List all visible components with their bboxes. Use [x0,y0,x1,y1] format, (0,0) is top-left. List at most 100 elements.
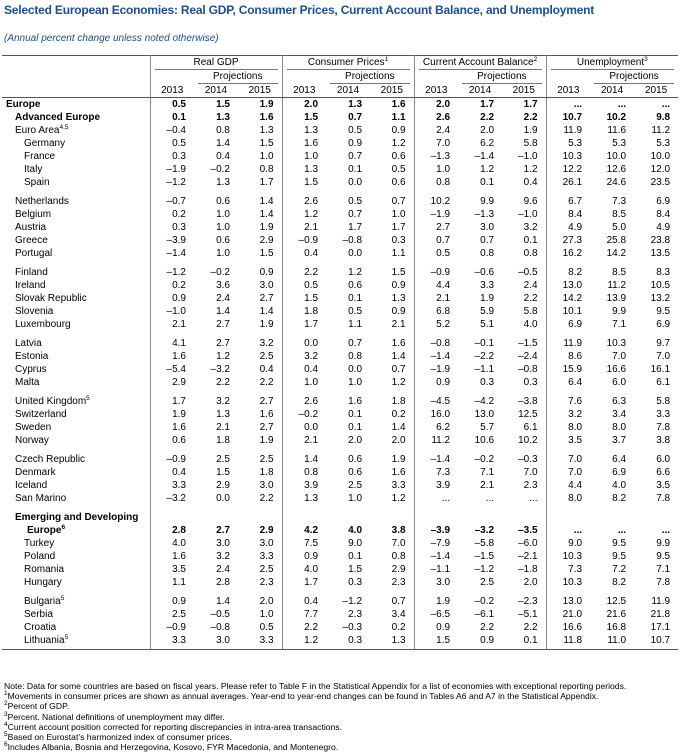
value-cell: 2.9 [259,235,274,246]
value-cell: 2.7 [259,293,274,304]
value-cell: –1.9 [413,208,459,221]
value-cell: 3.2 [545,408,591,421]
value-cell: 23.8 [650,235,671,246]
row-label-text: Sweden [15,422,52,433]
row-label: Luxembourg [2,318,150,331]
row-label-text: Greece [15,235,48,246]
value-cell: 9.5 [612,538,627,549]
value-cell: –0.9 [149,621,194,634]
value-cell: 7.0 [545,447,591,466]
value-cell: 11.6 [607,125,627,136]
group-title-box: Real GDP [154,56,278,70]
value-cell: 4.0 [149,537,194,550]
row-label: Hungary [2,576,150,589]
value-cell: 1.9 [149,408,194,421]
value-cell: 6.0 [656,454,671,465]
footnote-mark: 5 [4,731,8,739]
value-cell: ... [529,493,538,504]
group-title: Consumer Prices [307,57,385,68]
value-cell: 1.1 [149,576,194,589]
value-cell: 0.3 [326,634,371,650]
group-title-box: Current Account Balance2 [418,56,542,70]
table-row: Cyprus –5.4 –3.2 0.4 0.4 0.0 0.7 –1.9 –1.1 –0.8 15… [2,363,678,376]
table-row: Austria 0.3 1.0 1.9 2.1 1.7 1.7 2.7 3.0 3.2 4.9 5.0… [2,221,678,234]
group-title: Current Account Balance [422,57,534,68]
value-cell: 3.0 [259,480,274,491]
table-row: Bulgaria5 0.9 1.4 2.0 0.4 –1.2 0.7 1.9 –0.2 –2.3 1… [2,589,678,608]
value-cell: 10.2 [518,435,538,446]
value-cell: 6.0 [612,377,627,388]
value-cell: 0.9 [391,306,406,317]
row-label: Denmark [2,466,150,479]
value-cell: 14.2 [545,292,591,305]
value-cell: 5.8 [523,306,538,317]
table-row: Europe 0.5 1.5 1.9 2.0 1.3 1.6 2.0 1.7 1.7.......… [2,97,678,111]
value-cell: 1.9 [391,454,406,465]
value-cell: 3.0 [259,538,274,549]
value-cell: 2.0 [480,125,495,136]
table-row: San Marino –3.2 0.0 2.2 1.3 1.0 1.2......... 8.… [2,492,678,505]
value-cell: 1.3 [348,99,363,110]
row-label: Estonia [2,350,150,363]
value-cell: 0.5 [348,306,363,317]
row-label-text: Romania [24,564,65,575]
value-cell: 2.1 [281,221,327,234]
value-cell: –3.2 [474,525,495,536]
value-cell: 0.8 [523,248,538,259]
value-cell: ... [545,97,591,111]
value-cell: 1.3 [281,163,327,176]
corner-cell [2,56,150,71]
value-cell: 8.5 [612,267,627,278]
value-cell: 1.3 [391,293,406,304]
projections-label: Projections [330,70,410,84]
row-label: Emerging and Developing Europe6 [2,505,150,537]
value-cell: 9.5 [656,306,671,317]
table-row: Netherlands –0.7 0.6 1.4 2.6 0.5 0.7 10.2 9.9 9.6… [2,189,678,208]
value-cell: 0.5 [348,196,363,207]
value-cell: 11.2 [413,434,459,447]
value-cell: 2.9 [216,480,230,491]
footnote: 4Current account position corrected for … [4,721,676,732]
value-cell: 1.0 [413,163,459,176]
header-row: 2013 2014 2015 2013 2014 2015 2013 2014 2015 2013… [2,84,679,98]
value-cell: 1.9 [259,222,274,233]
row-label-text: Ireland [15,280,46,291]
value-cell: 0.2 [391,622,406,633]
group-title-box: Unemployment3 [550,56,675,70]
value-cell: 0.0 [348,364,363,375]
footnote: 6Includes Albania, Bosnia and Herzegovin… [4,741,676,752]
value-cell: 1.4 [281,447,327,466]
value-cell: 0.5 [413,247,459,260]
value-cell: 2.5 [259,564,274,575]
value-cell: 3.2 [523,222,538,233]
year-header: 2013 [545,84,591,98]
table-row: Hungary 1.1 2.8 2.3 1.7 0.3 2.3 3.0 2.5 2.0 10.3 8.… [2,576,678,589]
value-cell: 2.5 [149,608,194,621]
row-label: United Kingdom5 [2,389,150,408]
row-label: Czech Republic [2,447,150,466]
value-cell: 10.5 [650,280,671,291]
value-cell: –3.9 [149,234,194,247]
value-cell: 1.6 [348,396,363,407]
value-cell: 15.9 [545,363,591,376]
value-cell: 2.7 [216,319,230,330]
value-cell: 10.1 [545,305,591,318]
value-cell: 2.8 [149,505,194,537]
row-label-text: Croatia [24,622,57,633]
value-cell: 1.6 [259,112,274,123]
value-cell: 1.2 [348,267,363,278]
table-row: Turkey 4.0 3.0 3.0 7.5 9.0 7.0 –7.9 –5.8 –6.0 9.0 9… [2,537,678,550]
value-cell: 10.2 [413,189,459,208]
value-cell: 0.7 [480,235,495,246]
value-cell: 2.4 [523,280,538,291]
value-cell: 6.7 [545,189,591,208]
value-cell: –0.2 [281,408,327,421]
value-cell: 0.9 [348,138,363,149]
row-label: Finland [2,260,150,279]
value-cell: 3.5 [545,434,591,447]
value-cell: 0.7 [348,338,363,349]
value-cell: 1.5 [281,111,327,124]
value-cell: 14.2 [606,248,627,259]
value-cell: 1.8 [391,396,406,407]
row-label-text: Estonia [15,351,49,362]
